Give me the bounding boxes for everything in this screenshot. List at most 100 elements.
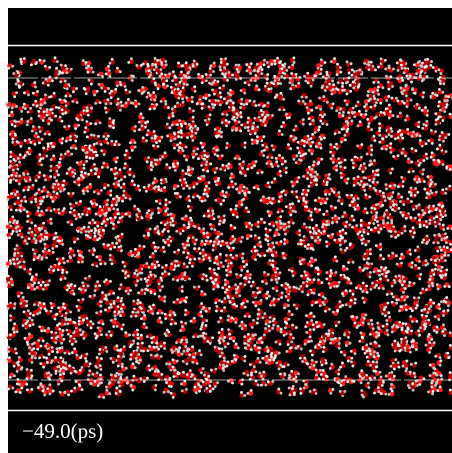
hydrogen-atom — [347, 177, 350, 180]
hydrogen-atom — [219, 253, 222, 256]
hydrogen-atom — [23, 311, 26, 314]
hydrogen-atom — [77, 124, 80, 127]
hydrogen-atom — [267, 88, 270, 91]
hydrogen-atom — [363, 267, 366, 270]
hydrogen-atom — [177, 185, 180, 188]
hydrogen-atom — [56, 236, 59, 239]
hydrogen-atom — [99, 373, 102, 376]
hydrogen-atom — [409, 351, 412, 354]
hydrogen-atom — [352, 81, 355, 84]
hydrogen-atom — [402, 203, 405, 206]
hydrogen-atom — [222, 369, 225, 372]
hydrogen-atom — [284, 373, 287, 376]
hydrogen-atom — [150, 290, 153, 293]
hydrogen-atom — [353, 70, 356, 73]
hydrogen-atom — [154, 250, 157, 253]
hydrogen-atom — [427, 319, 430, 322]
hydrogen-atom — [428, 351, 431, 354]
hydrogen-atom — [26, 151, 29, 154]
hydrogen-atom — [335, 143, 338, 146]
hydrogen-atom — [320, 158, 323, 161]
hydrogen-atom — [194, 90, 197, 93]
hydrogen-atom — [16, 361, 19, 364]
hydrogen-atom — [350, 74, 353, 77]
hydrogen-atom — [15, 179, 18, 182]
hydrogen-atom — [244, 283, 247, 286]
hydrogen-atom — [92, 373, 95, 376]
hydrogen-atom — [114, 177, 117, 180]
hydrogen-atom — [342, 265, 345, 268]
hydrogen-atom — [191, 345, 194, 348]
hydrogen-atom — [434, 259, 437, 262]
hydrogen-atom — [405, 74, 408, 77]
hydrogen-atom — [433, 341, 436, 344]
hydrogen-atom — [391, 167, 394, 170]
hydrogen-atom — [8, 236, 11, 239]
hydrogen-atom — [218, 339, 221, 342]
hydrogen-atom — [208, 181, 211, 184]
hydrogen-atom — [427, 175, 430, 178]
hydrogen-atom — [438, 138, 441, 141]
hydrogen-atom — [361, 242, 364, 245]
hydrogen-atom — [363, 189, 366, 192]
hydrogen-atom — [165, 264, 168, 267]
hydrogen-atom — [398, 366, 401, 369]
hydrogen-atom — [232, 186, 235, 189]
hydrogen-atom — [436, 283, 439, 286]
hydrogen-atom — [217, 235, 220, 238]
hydrogen-atom — [282, 252, 285, 255]
hydrogen-atom — [17, 233, 20, 236]
hydrogen-atom — [234, 358, 237, 361]
hydrogen-atom — [167, 106, 170, 109]
hydrogen-atom — [187, 195, 190, 198]
hydrogen-atom — [111, 58, 114, 61]
hydrogen-atom — [109, 62, 112, 65]
hydrogen-atom — [40, 329, 43, 332]
hydrogen-atom — [168, 116, 171, 119]
hydrogen-atom — [111, 204, 114, 207]
hydrogen-atom — [97, 135, 100, 138]
hydrogen-atom — [233, 354, 236, 357]
hydrogen-atom — [158, 295, 161, 298]
hydrogen-atom — [375, 366, 378, 369]
hydrogen-atom — [117, 102, 120, 105]
hydrogen-atom — [80, 171, 83, 174]
hydrogen-atom — [280, 284, 283, 287]
hydrogen-atom — [314, 131, 317, 134]
hydrogen-atom — [183, 83, 186, 86]
hydrogen-atom — [400, 253, 403, 256]
hydrogen-atom — [87, 378, 90, 381]
hydrogen-atom — [183, 247, 186, 250]
hydrogen-atom — [105, 333, 108, 336]
hydrogen-atom — [189, 258, 192, 261]
hydrogen-atom — [88, 222, 91, 225]
hydrogen-atom — [295, 380, 298, 383]
hydrogen-atom — [206, 231, 209, 234]
hydrogen-atom — [418, 334, 421, 337]
hydrogen-atom — [50, 95, 53, 98]
hydrogen-atom — [84, 126, 87, 129]
hydrogen-atom — [44, 345, 47, 348]
hydrogen-atom — [53, 92, 56, 95]
hydrogen-atom — [114, 88, 117, 91]
hydrogen-atom — [295, 326, 298, 329]
hydrogen-atom — [387, 197, 390, 200]
hydrogen-atom — [267, 114, 270, 117]
hydrogen-atom — [405, 217, 408, 220]
hydrogen-atom — [75, 135, 78, 138]
hydrogen-atom — [12, 169, 15, 172]
hydrogen-atom — [403, 280, 406, 283]
hydrogen-atom — [130, 57, 133, 60]
hydrogen-atom — [284, 193, 287, 196]
hydrogen-atom — [315, 321, 318, 324]
hydrogen-atom — [203, 149, 206, 152]
hydrogen-atom — [208, 94, 211, 97]
hydrogen-atom — [397, 361, 400, 364]
hydrogen-atom — [387, 95, 390, 98]
hydrogen-atom — [107, 135, 110, 138]
hydrogen-atom — [175, 83, 178, 86]
hydrogen-atom — [80, 227, 83, 230]
hydrogen-atom — [288, 286, 291, 289]
hydrogen-atom — [301, 193, 304, 196]
hydrogen-atom — [243, 265, 246, 268]
